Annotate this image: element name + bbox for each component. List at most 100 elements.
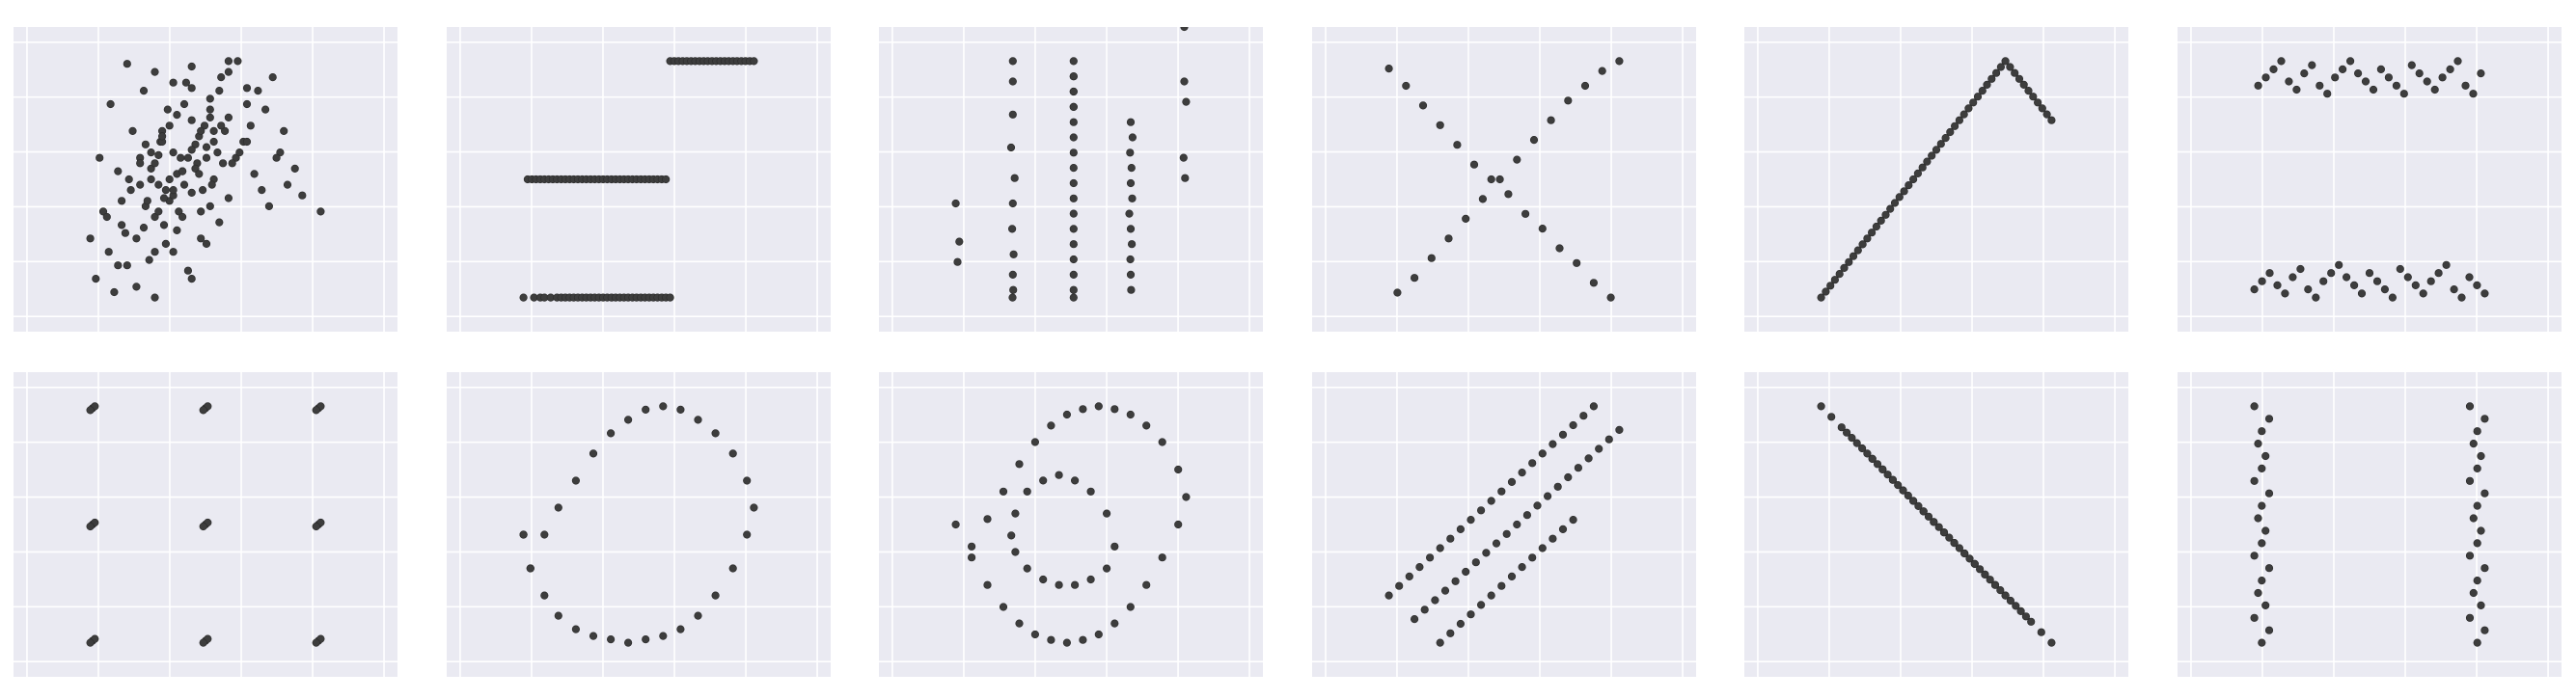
data-point: [217, 121, 226, 130]
data-point: [1924, 512, 1933, 521]
data-point: [1456, 525, 1465, 533]
data-point: [254, 86, 262, 95]
data-point: [1440, 586, 1450, 595]
data-point: [175, 207, 183, 216]
data-point: [2250, 285, 2259, 294]
data-point: [1069, 270, 1078, 279]
data-point: [2480, 489, 2489, 498]
data-point: [2319, 277, 2328, 285]
data-point: [1402, 81, 1411, 91]
data-point: [728, 564, 737, 573]
data-point: [1569, 420, 1577, 430]
data-point: [1604, 435, 1613, 444]
data-point: [1008, 57, 1017, 66]
data-point: [624, 416, 633, 424]
data-point: [187, 275, 196, 283]
data-point: [206, 113, 214, 121]
scatter-panel-8: [447, 372, 831, 677]
data-point: [1086, 487, 1095, 496]
data-point: [2258, 577, 2266, 585]
data-point: [2469, 588, 2478, 598]
data-point: [1886, 204, 1895, 213]
data-point: [2261, 526, 2270, 535]
data-point: [123, 60, 131, 68]
data-point: [1180, 77, 1189, 86]
data-point: [1598, 67, 1606, 75]
data-point: [1837, 423, 1846, 432]
data-point: [2361, 77, 2370, 86]
data-point: [224, 194, 233, 202]
data-point: [2357, 289, 2367, 298]
data-point: [1071, 476, 1080, 485]
data-point: [2254, 81, 2262, 90]
data-point: [1981, 570, 1989, 579]
data-point: [1086, 575, 1095, 584]
data-point: [2254, 514, 2262, 523]
data-point: [1507, 572, 1517, 580]
data-point: [571, 625, 580, 633]
data-point: [132, 234, 141, 243]
data-point: [1569, 516, 1577, 525]
data-point: [1817, 402, 1825, 411]
data-point: [217, 72, 226, 82]
data-point: [1069, 102, 1078, 111]
data-point: [110, 287, 119, 297]
data-point: [2304, 285, 2313, 294]
data-point: [1905, 181, 1913, 190]
data-point: [1125, 209, 1134, 218]
data-point: [1405, 572, 1413, 580]
data-point: [2469, 90, 2478, 98]
data-point: [659, 402, 668, 411]
data-point: [1538, 449, 1547, 458]
data-point: [1069, 57, 1078, 66]
data-point: [2446, 65, 2454, 74]
data-point: [2473, 501, 2481, 510]
data-point: [1946, 127, 1955, 137]
data-point: [2465, 476, 2475, 485]
data-point: [1606, 293, 1615, 302]
data-point: [2264, 489, 2274, 498]
data-point: [1069, 148, 1078, 157]
data-point: [1047, 635, 1055, 644]
data-point: [2264, 626, 2274, 634]
data-point: [1513, 520, 1521, 529]
data-point: [228, 159, 236, 168]
data-point: [642, 405, 650, 415]
data-point: [1960, 549, 1969, 558]
plot-background: [14, 27, 397, 332]
data-point: [2312, 293, 2320, 302]
data-point: [179, 99, 189, 109]
data-point: [2024, 86, 2033, 95]
data-point: [1128, 240, 1137, 249]
data-point: [2399, 90, 2408, 98]
data-point: [1180, 27, 1189, 32]
data-point: [159, 194, 169, 202]
data-point: [2006, 596, 2015, 606]
data-point: [2258, 638, 2266, 647]
data-point: [199, 406, 207, 415]
data-point: [2477, 526, 2485, 535]
data-point: [1015, 619, 1024, 628]
data-point: [2419, 289, 2427, 298]
data-point: [750, 57, 758, 66]
data-point: [2261, 73, 2270, 82]
data-point: [1914, 501, 1923, 510]
data-point: [1497, 487, 1506, 496]
data-point: [1951, 121, 1959, 130]
data-point: [1904, 491, 1912, 500]
data-point: [1126, 118, 1136, 126]
data-point: [2339, 65, 2347, 74]
data-point: [1069, 225, 1078, 233]
data-point: [2288, 273, 2297, 282]
data-point: [1894, 480, 1903, 490]
data-point: [224, 113, 233, 121]
scatter-plot-7: [14, 372, 397, 677]
data-point: [1909, 175, 1918, 184]
data-point: [2001, 57, 2010, 66]
data-point: [1182, 493, 1191, 501]
data-point: [1521, 209, 1530, 218]
data-point: [1580, 81, 1590, 91]
data-point: [96, 153, 104, 162]
data-point: [187, 188, 196, 197]
